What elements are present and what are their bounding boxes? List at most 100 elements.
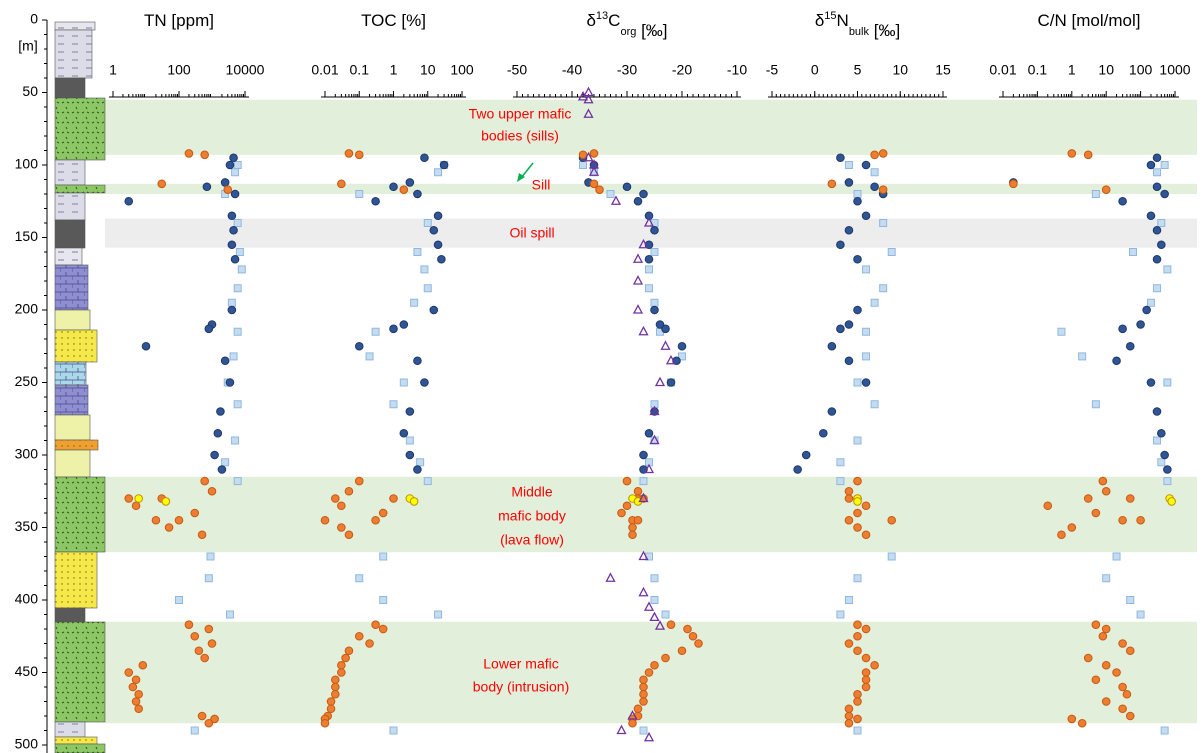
title-part: [‰] (869, 21, 900, 40)
data-point (390, 401, 397, 408)
annotation: (lava flow) (500, 532, 564, 548)
data-point (646, 285, 653, 292)
data-point (1102, 625, 1110, 633)
data-point (862, 676, 870, 684)
data-point (438, 255, 446, 263)
data-point (218, 466, 226, 474)
data-point (1154, 285, 1161, 292)
data-point (205, 719, 213, 727)
annotation: Lower mafic (483, 656, 558, 672)
data-point (1164, 478, 1171, 485)
data-point (871, 299, 878, 306)
data-point (211, 451, 219, 459)
depth-tick-label: 350 (15, 518, 39, 534)
data-point (640, 451, 648, 459)
data-point (221, 179, 229, 187)
depth-tick-label: 50 (22, 83, 38, 99)
data-point (1099, 632, 1107, 640)
data-point (1068, 150, 1076, 158)
data-point (390, 325, 398, 333)
data-point (175, 516, 183, 524)
data-point (845, 357, 853, 365)
data-point (871, 183, 879, 191)
data-point (400, 186, 408, 194)
data-point (411, 299, 418, 306)
data-point (414, 466, 422, 474)
data-point (226, 379, 234, 387)
data-point (176, 597, 183, 604)
data-point (234, 162, 241, 169)
data-point (1137, 516, 1145, 524)
litho-pattern (55, 265, 88, 310)
x-tick-label: -20 (672, 62, 692, 78)
figure: 050100150200250300350400450500[m]TN [ppm… (0, 0, 1204, 753)
data-point (1084, 654, 1092, 662)
data-point (845, 516, 853, 524)
data-point (214, 429, 222, 437)
data-point (338, 669, 346, 677)
data-point (158, 180, 166, 188)
data-point (226, 161, 234, 169)
litho-unit (55, 220, 85, 248)
data-point (845, 712, 853, 720)
data-point (854, 509, 862, 517)
data-point (228, 299, 235, 306)
data-point (406, 179, 414, 187)
depth-band (105, 477, 1197, 552)
title-sup: 13 (596, 10, 608, 22)
data-point (205, 575, 212, 582)
data-point (640, 690, 648, 698)
data-point (390, 495, 398, 503)
data-point (421, 266, 428, 273)
data-point (845, 179, 853, 187)
data-point (854, 715, 862, 723)
data-point (1119, 640, 1127, 648)
data-point (1113, 357, 1121, 365)
data-point (410, 498, 418, 506)
data-point (1147, 379, 1155, 387)
data-point (854, 647, 862, 655)
data-point (321, 516, 329, 524)
data-point (1102, 186, 1110, 194)
depth-axis-label: [m] (18, 38, 37, 54)
data-point (1113, 553, 1120, 560)
litho-unit (55, 450, 90, 477)
data-point (125, 197, 133, 205)
data-point (203, 183, 211, 191)
data-point (634, 255, 642, 263)
data-point (862, 669, 870, 677)
data-point (837, 241, 845, 249)
data-point (862, 379, 870, 387)
depth-tick-label: 500 (15, 736, 39, 752)
data-point (656, 378, 664, 386)
data-point (421, 154, 429, 162)
data-point (1092, 191, 1099, 198)
data-point (1126, 342, 1134, 350)
data-point (222, 459, 229, 466)
data-point (1161, 727, 1168, 734)
data-point (828, 408, 836, 416)
data-point (430, 306, 438, 314)
data-point (400, 321, 408, 329)
data-point (863, 353, 870, 360)
data-point (862, 625, 870, 633)
data-point (1068, 524, 1076, 532)
data-point (338, 524, 346, 532)
depth-tick-label: 400 (15, 591, 39, 607)
x-tick-label: 100 (450, 62, 474, 78)
data-point (321, 719, 329, 727)
litho-unit (55, 78, 85, 98)
data-point (640, 698, 648, 706)
data-point (871, 661, 879, 669)
panel-title: TOC [%] (361, 11, 426, 30)
data-point (880, 285, 887, 292)
data-point (440, 161, 448, 169)
litho-pattern (55, 30, 92, 78)
x-tick-label: 10 (420, 62, 436, 78)
x-tick-label: 0 (811, 62, 819, 78)
data-point (845, 719, 853, 727)
data-point (871, 151, 879, 159)
data-point (417, 459, 424, 466)
data-point (820, 429, 828, 437)
data-point (1164, 266, 1171, 273)
